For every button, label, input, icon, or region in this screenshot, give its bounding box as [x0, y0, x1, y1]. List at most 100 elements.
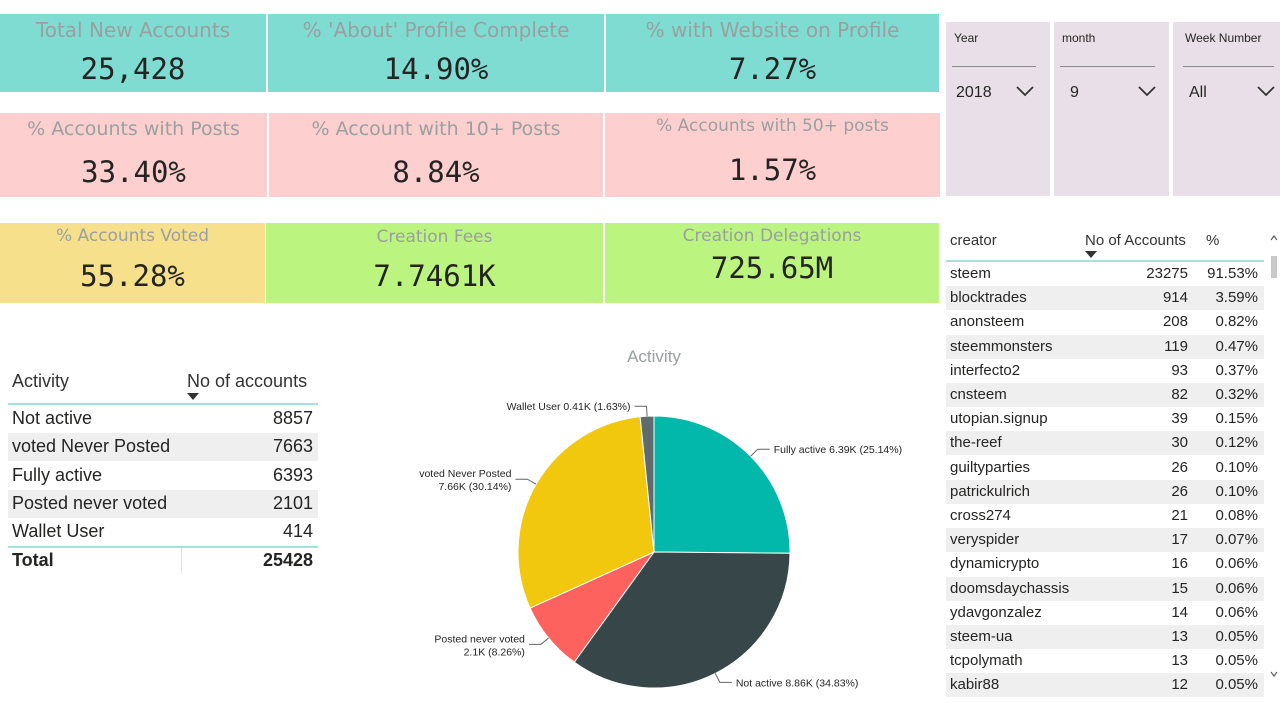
- table-row[interactable]: Not active 8857: [8, 405, 318, 433]
- creator-cell: guiltyparties: [950, 458, 1031, 476]
- creator-header-divider: [946, 260, 1264, 262]
- table-row[interactable]: steem 23275 91.53%: [946, 262, 1264, 286]
- count-cell: 93: [1171, 361, 1188, 379]
- table-row[interactable]: utopian.signup 39 0.15%: [946, 407, 1264, 431]
- pie-leader-line: [750, 448, 770, 457]
- accounts-column-header[interactable]: No of accounts: [187, 371, 308, 391]
- pie-data-label-value: 7.66K (30.14%): [438, 481, 511, 493]
- count-cell: 26: [1171, 458, 1188, 476]
- percent-cell: 0.82%: [1215, 313, 1258, 331]
- pie-leader-line: [528, 637, 549, 645]
- table-row[interactable]: Fully active 6393: [8, 462, 318, 490]
- creator-cell: cross274: [950, 507, 1011, 524]
- table-row[interactable]: Wallet User 414: [8, 518, 318, 546]
- kpi-label: % Account with 10+ Posts: [311, 118, 561, 140]
- percent-cell: 0.05%: [1215, 652, 1258, 670]
- count-cell: 16: [1171, 555, 1188, 573]
- percent-cell: 91.53%: [1207, 265, 1258, 282]
- pie-slice-voted-never-posted[interactable]: [517, 416, 655, 609]
- count-cell: 208: [1162, 313, 1188, 331]
- activity-cell: voted Never Posted: [12, 436, 171, 457]
- table-row[interactable]: cross274 21 0.08%: [946, 504, 1264, 528]
- creator-cell: tcpolymath: [950, 652, 1023, 670]
- kpi-label: % Accounts with 50+ posts: [656, 116, 889, 136]
- percent-cell: 0.05%: [1215, 676, 1258, 694]
- kpi-card-accounts-voted: % Accounts Voted 55.28%: [0, 223, 265, 303]
- slicer-underline: [1183, 66, 1274, 67]
- sort-descending-icon[interactable]: [1085, 251, 1097, 259]
- pie-leader-line: [714, 673, 732, 683]
- pie-data-label: Not active 8.86K (34.83%): [736, 677, 859, 689]
- pie-slice-not-active[interactable]: [573, 551, 791, 689]
- count-cell: 17: [1171, 531, 1188, 549]
- year-slicer[interactable]: Year 2018: [946, 22, 1050, 196]
- table-row[interactable]: veryspider 17 0.07%: [946, 528, 1264, 553]
- creator-scrollbar[interactable]: [1268, 230, 1280, 692]
- table-row[interactable]: kabir88 12 0.05%: [946, 673, 1264, 698]
- pie-data-label: Wallet User 0.41K (1.63%): [507, 401, 631, 413]
- activity-cell: Fully active: [12, 464, 103, 485]
- count-cell: 39: [1171, 410, 1188, 428]
- activity-total-divider: [8, 546, 318, 548]
- month-slicer[interactable]: month 9: [1054, 22, 1169, 196]
- table-row[interactable]: cnsteem 82 0.32%: [946, 383, 1264, 407]
- percent-cell: 0.06%: [1215, 579, 1258, 597]
- count-cell: 26: [1171, 482, 1188, 500]
- table-row[interactable]: patrickulrich 26 0.10%: [946, 479, 1264, 504]
- table-row[interactable]: blocktrades 914 3.59%: [946, 286, 1264, 311]
- pie-slice-fully-active[interactable]: [653, 415, 791, 554]
- total-label: Total: [12, 550, 54, 570]
- table-row[interactable]: dynamicrypto 16 0.06%: [946, 552, 1264, 576]
- count-cell: 21: [1171, 507, 1188, 524]
- count-cell: 13: [1171, 628, 1188, 645]
- table-row[interactable]: guiltyparties 26 0.10%: [946, 456, 1264, 480]
- chevron-down-icon[interactable]: [1136, 84, 1158, 98]
- creator-pct-column-header[interactable]: %: [1206, 232, 1220, 249]
- table-row[interactable]: anonsteem 208 0.82%: [946, 310, 1264, 334]
- percent-cell: 0.37%: [1215, 361, 1258, 379]
- activity-cell: Not active: [12, 408, 93, 428]
- count-cell: 6393: [272, 464, 313, 485]
- table-row[interactable]: the-reef 30 0.12%: [946, 431, 1264, 456]
- count-cell: 914: [1162, 289, 1188, 307]
- count-cell: 23275: [1146, 265, 1188, 282]
- count-cell: 15: [1171, 579, 1188, 597]
- count-cell: 30: [1171, 434, 1188, 452]
- pie-slice-wallet-user[interactable]: [639, 415, 655, 553]
- table-row[interactable]: ydavgonzalez 14 0.06%: [946, 601, 1264, 625]
- table-row[interactable]: voted Never Posted 7663: [8, 433, 318, 462]
- creator-accounts-column-header[interactable]: No of Accounts: [1085, 232, 1186, 249]
- kpi-label: % Accounts Voted: [55, 226, 210, 246]
- table-row[interactable]: doomsdaychassis 15 0.06%: [946, 576, 1264, 601]
- year-slicer-title: Year: [954, 31, 979, 45]
- sort-descending-icon[interactable]: [187, 393, 199, 401]
- count-cell: 82: [1171, 386, 1188, 403]
- table-row[interactable]: tcpolymath 13 0.05%: [946, 649, 1264, 673]
- scrollbar-thumb[interactable]: [1271, 256, 1277, 278]
- kpi-label: % with Website on Profile: [645, 18, 900, 42]
- creator-cell: cnsteem: [950, 386, 1007, 403]
- table-row[interactable]: Posted never voted 2101: [8, 489, 318, 518]
- creator-column-header[interactable]: creator: [950, 232, 997, 249]
- creator-cell: blocktrades: [950, 289, 1027, 307]
- scroll-up-icon[interactable]: [1270, 234, 1278, 242]
- percent-cell: 0.47%: [1215, 337, 1258, 355]
- creator-cell: kabir88: [950, 676, 1000, 694]
- table-row[interactable]: steemmonsters 119 0.47%: [946, 334, 1264, 359]
- kpi-value: 33.40%: [81, 155, 186, 189]
- creator-cell: interfecto2: [950, 361, 1021, 379]
- kpi-label: Creation Fees: [376, 227, 493, 247]
- activity-column-header[interactable]: Activity: [12, 371, 70, 391]
- week-number-slicer[interactable]: Week Number All: [1173, 22, 1280, 196]
- chevron-down-icon[interactable]: [1255, 84, 1277, 98]
- creator-cell: anonsteem: [950, 313, 1025, 331]
- chevron-down-icon[interactable]: [1014, 84, 1036, 98]
- pie-data-label: Fully active 6.39K (25.14%): [774, 444, 902, 456]
- percent-cell: 0.06%: [1215, 555, 1258, 573]
- scroll-down-icon[interactable]: [1270, 670, 1278, 678]
- count-cell: 119: [1164, 337, 1188, 355]
- table-row[interactable]: interfecto2 93 0.37%: [946, 359, 1264, 383]
- kpi-value: 25,428: [80, 52, 186, 86]
- creator-cell: patrickulrich: [950, 482, 1031, 500]
- table-row[interactable]: steem-ua 13 0.05%: [946, 625, 1264, 649]
